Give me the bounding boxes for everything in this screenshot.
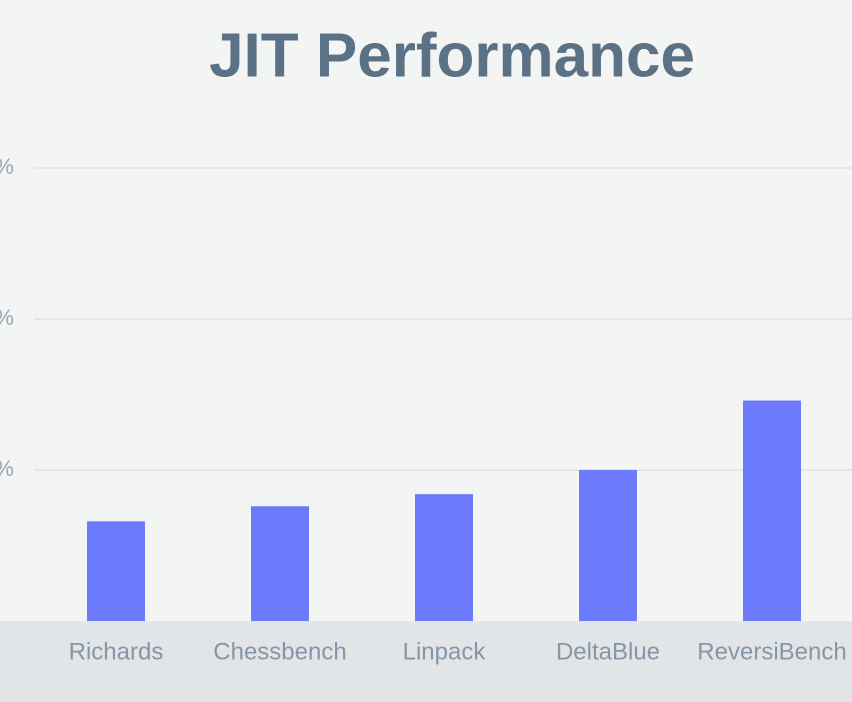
bar: [579, 470, 637, 621]
x-tick-label: Chessbench: [213, 638, 346, 665]
x-tick-label: Richards: [69, 638, 164, 665]
x-tick-label: ReversiBench: [697, 638, 846, 665]
bar: [743, 400, 801, 621]
x-tick-label: DeltaBlue: [556, 638, 660, 665]
bar: [87, 521, 145, 621]
axis-band: [0, 621, 852, 702]
y-tick-label: 100%: [0, 305, 14, 330]
bar: [415, 494, 473, 621]
x-tick-label: Linpack: [403, 638, 487, 665]
y-tick-label: 150%: [0, 154, 14, 179]
bar: [251, 506, 309, 621]
chart-title: JIT Performance: [209, 21, 695, 90]
y-tick-label: 50%: [0, 456, 14, 481]
